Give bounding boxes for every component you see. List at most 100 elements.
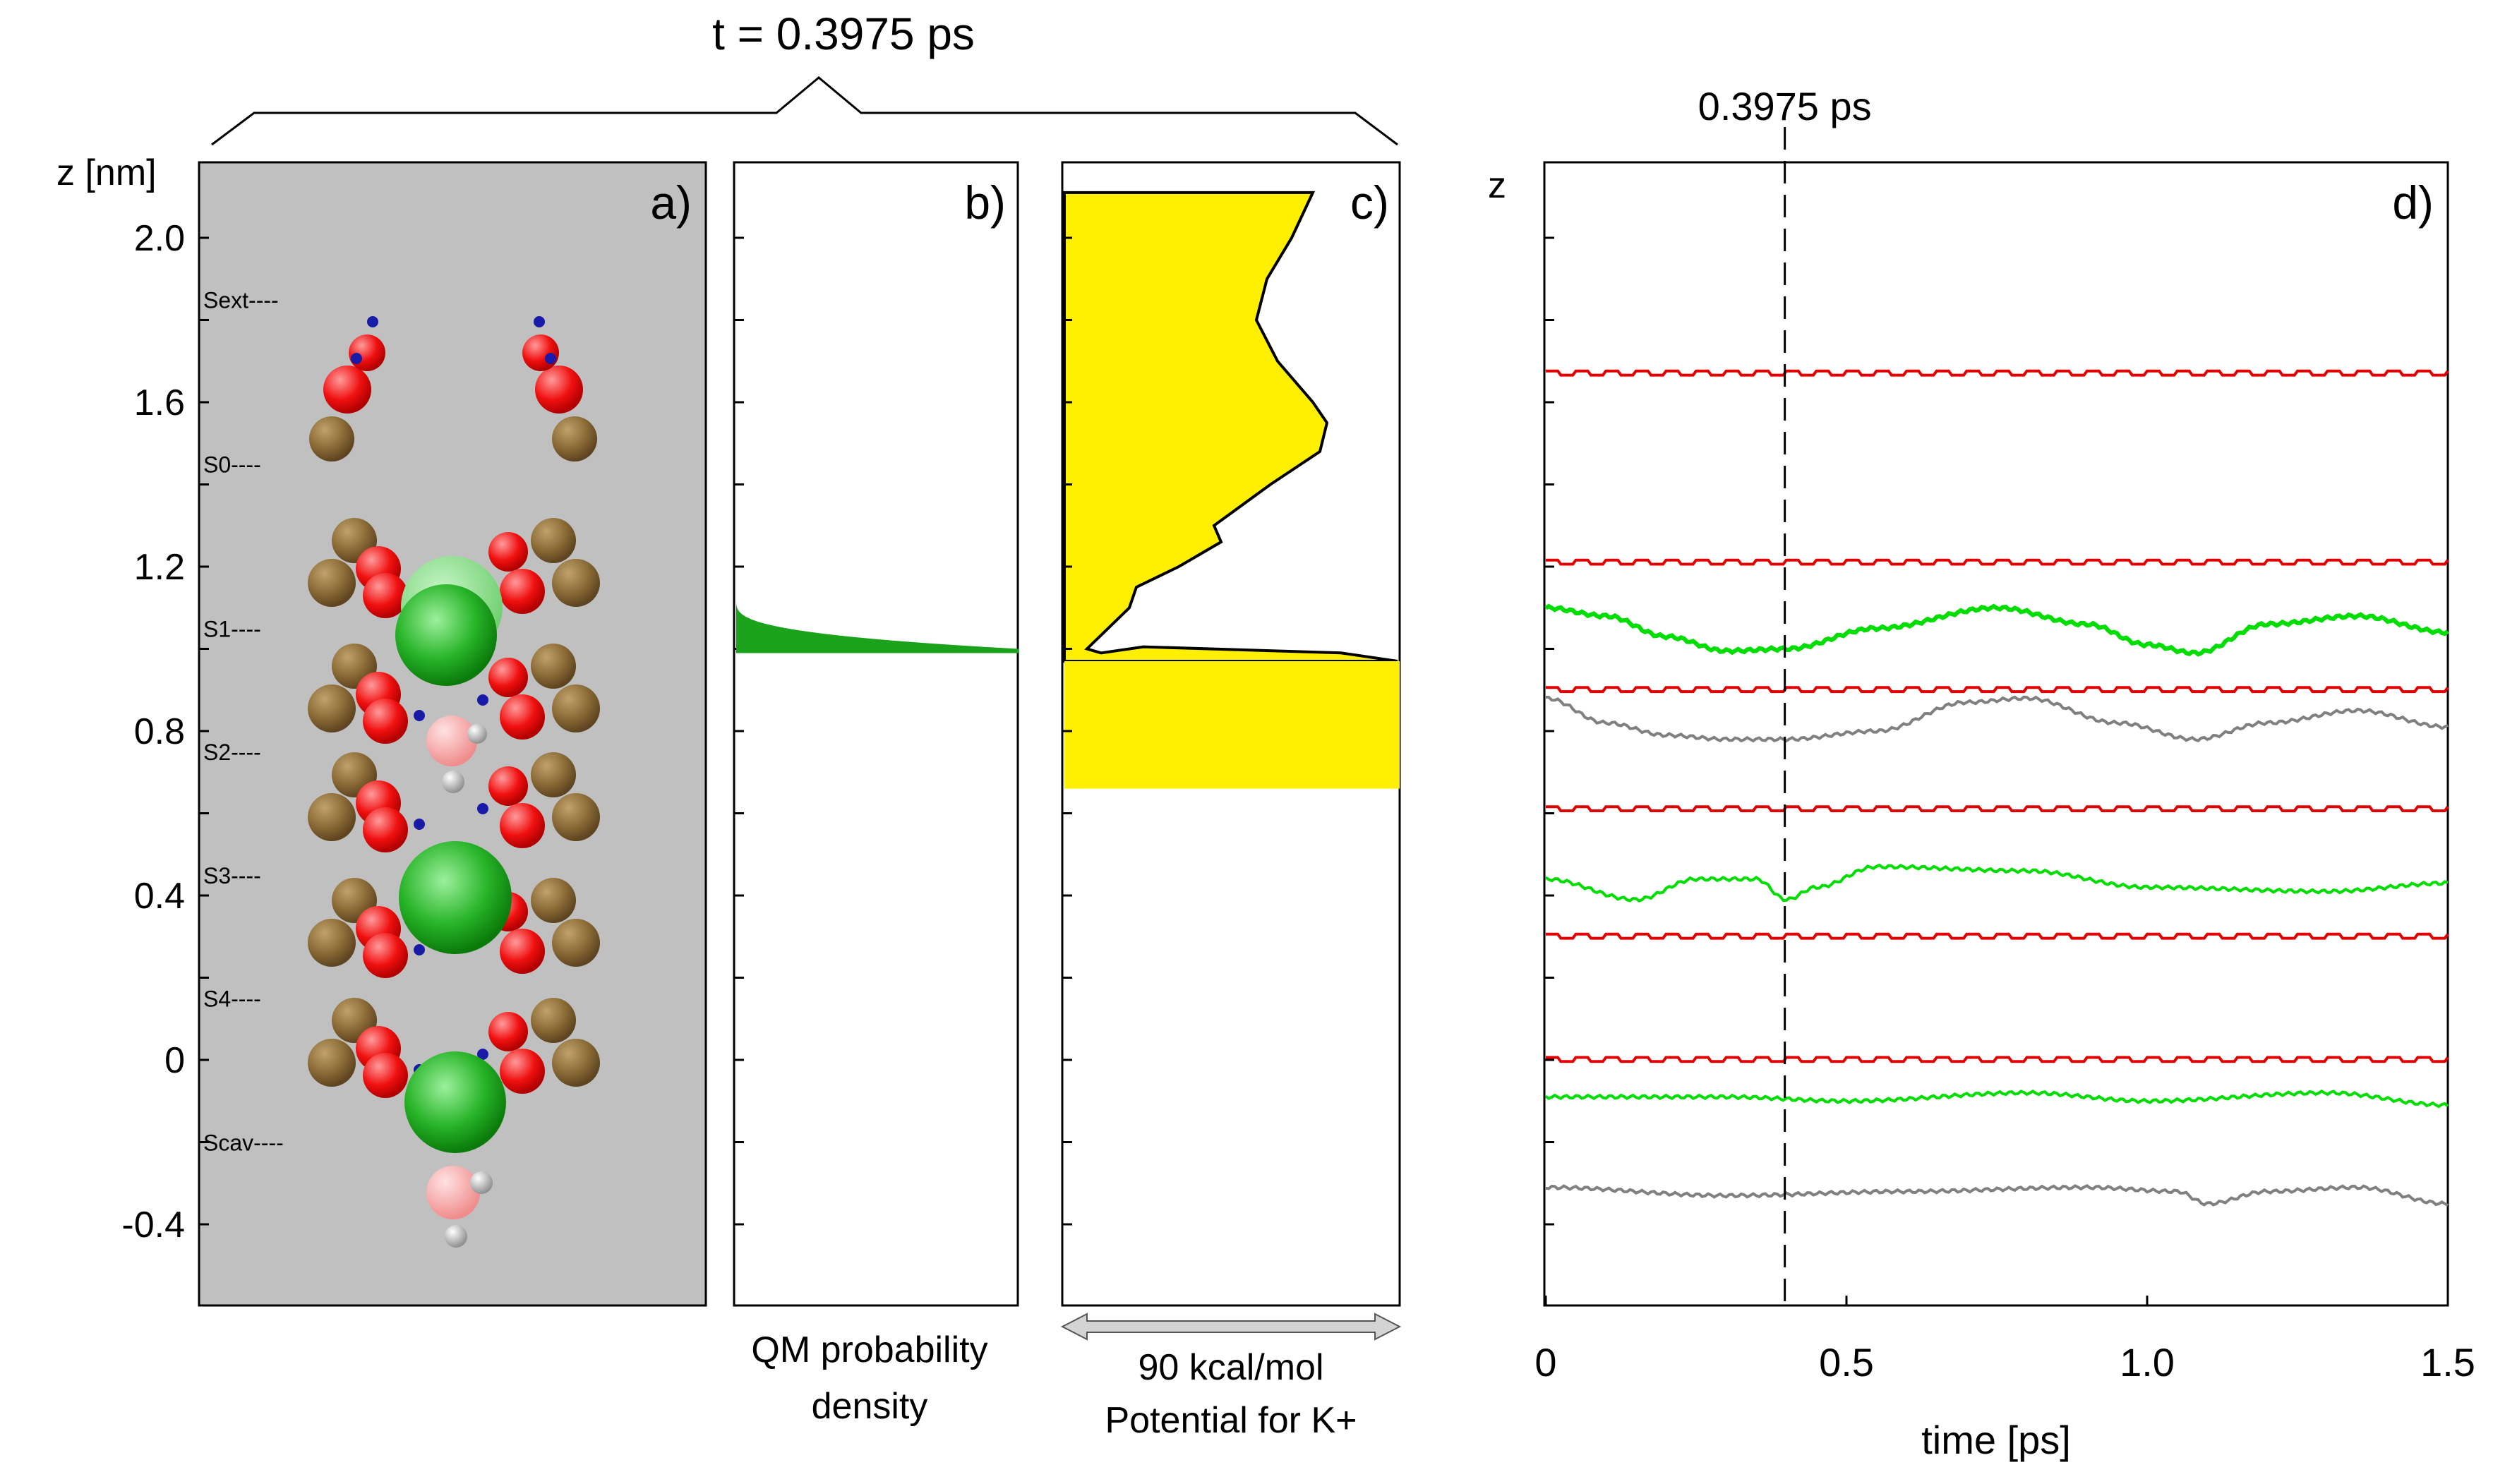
water-hydrogen [467, 724, 487, 744]
series-line [1546, 1056, 2449, 1063]
carbon-atom [531, 518, 576, 563]
title-bracket [211, 76, 1398, 146]
oxygen-atom [535, 366, 583, 414]
trajectory-series [1544, 369, 2449, 1207]
z-axis-ticks [199, 236, 209, 1226]
site-label: Scav---- [203, 1130, 284, 1156]
water-oxygen [426, 716, 477, 766]
carbon-atom [552, 684, 600, 732]
series-line [1546, 805, 2449, 812]
water-hydrogen [442, 771, 464, 793]
panel-c-ticks [1062, 236, 1072, 1226]
oxygen-atom [363, 699, 408, 744]
series-line [1545, 1183, 2449, 1207]
carbon-atom [531, 998, 576, 1043]
series-line [1544, 863, 2449, 903]
z-tick-label: 1.2 [134, 547, 185, 588]
carbon-atom [552, 919, 600, 967]
x-axis-tick-labels: 0 0.5 1.0 1.5 [1534, 1340, 2475, 1385]
panel-b-label: b) [964, 176, 1006, 229]
time-marker-label: 0.3975 ps [1698, 84, 1872, 128]
x-tick-label: 0 [1534, 1340, 1556, 1385]
carbon-atom [552, 1039, 600, 1087]
hydrogen-marker [367, 316, 378, 327]
hydrogen-marker [351, 353, 362, 364]
carbon-atom [531, 752, 576, 797]
series-line [1546, 686, 2449, 694]
oxygen-atom [488, 658, 528, 697]
hydrogen-marker [545, 353, 556, 364]
selectivity-filter-molecule [308, 316, 600, 1248]
water-hydrogen [470, 1171, 493, 1194]
oxygen-atom [323, 366, 371, 414]
panel-a: 2.0 1.6 1.2 0.8 0.4 0 -0.4 Sext---- S0---- S1---… [121, 161, 707, 1307]
carbon-atom [309, 416, 354, 462]
panel-d-label: d) [2392, 176, 2434, 229]
hydrogen-marker [477, 803, 488, 814]
site-label: Sext---- [203, 287, 279, 313]
oxygen-atom [363, 807, 408, 852]
panel-b: b) QM probability density [733, 161, 1019, 1427]
carbon-atom [552, 416, 597, 462]
hydrogen-marker [534, 316, 545, 327]
series-line [1545, 695, 2449, 743]
scale-arrow [1060, 1313, 1402, 1341]
x-tick-label: 1.0 [2120, 1340, 2175, 1385]
z-tick-label: 0 [164, 1040, 185, 1081]
series-line [1544, 603, 2449, 657]
site-label: S2---- [203, 740, 261, 765]
panel-d-frame [1543, 161, 2449, 1307]
hydrogen-marker [414, 819, 425, 830]
panel-d-ticks [1544, 236, 2449, 1305]
site-labels: Sext---- S0---- S1---- S2---- S3---- S4---- Sc… [203, 287, 284, 1155]
z-axis-label: z [nm] [56, 152, 157, 193]
oxygen-atom [363, 933, 408, 978]
hydrogen-marker [477, 694, 488, 706]
z-tick-label: 2.0 [134, 218, 185, 259]
x-tick-label: 1.5 [2420, 1340, 2475, 1385]
oxygen-atom [500, 1049, 545, 1094]
time-title: t = 0.3975 ps [712, 8, 975, 59]
oxygen-atom [488, 766, 528, 806]
carbon-atom [531, 644, 576, 689]
panel-b-caption-line2: density [812, 1386, 928, 1427]
oxygen-atom [500, 803, 545, 848]
site-label: S1---- [203, 616, 261, 641]
z-axis-tick-labels: 2.0 1.6 1.2 0.8 0.4 0 -0.4 [121, 218, 185, 1245]
z-tick-label: -0.4 [121, 1205, 185, 1245]
water-hydrogen [445, 1225, 467, 1248]
scale-label: 90 kcal/mol [1139, 1347, 1324, 1388]
carbon-atom [308, 1039, 356, 1087]
hydrogen-marker [414, 944, 425, 955]
panel-b-ticks [734, 236, 744, 1226]
potassium-ion [404, 1051, 506, 1153]
panel-b-caption-line1: QM probability [751, 1329, 987, 1370]
qm-density-peak [736, 599, 1019, 653]
series-line [1546, 369, 2449, 377]
oxygen-atom [500, 694, 545, 740]
oxygen-atom [363, 573, 408, 618]
panel-c-caption: Potential for K+ [1105, 1400, 1357, 1441]
z-tick-label: 1.6 [134, 382, 185, 423]
series-line [1546, 932, 2449, 940]
carbon-atom [552, 559, 600, 607]
z-tick-label: 0.4 [134, 876, 185, 917]
x-axis-label: time [ps] [1921, 1418, 2071, 1462]
panel-c-label: c) [1350, 176, 1389, 229]
panel-a-label: a) [650, 176, 692, 229]
carbon-atom [308, 919, 356, 967]
potassium-ion [395, 584, 497, 686]
oxygen-atom [522, 334, 559, 371]
oxygen-atom [500, 569, 545, 614]
panel-c: c) 90 kcal/mol Potential for K+ [1060, 161, 1402, 1441]
oxygen-atom [363, 1053, 408, 1098]
oxygen-atom [500, 929, 545, 974]
k-potential-block [1064, 661, 1400, 789]
site-label: S4---- [203, 987, 261, 1012]
carbon-atom [308, 793, 356, 841]
panel-d: z 0.3975 ps 0 0.5 1.0 1.5 time [ps] d) [1488, 84, 2475, 1462]
carbon-atom [531, 878, 576, 923]
oxygen-atom [349, 334, 385, 371]
series-line [1546, 558, 2449, 566]
potassium-ion [399, 841, 512, 954]
